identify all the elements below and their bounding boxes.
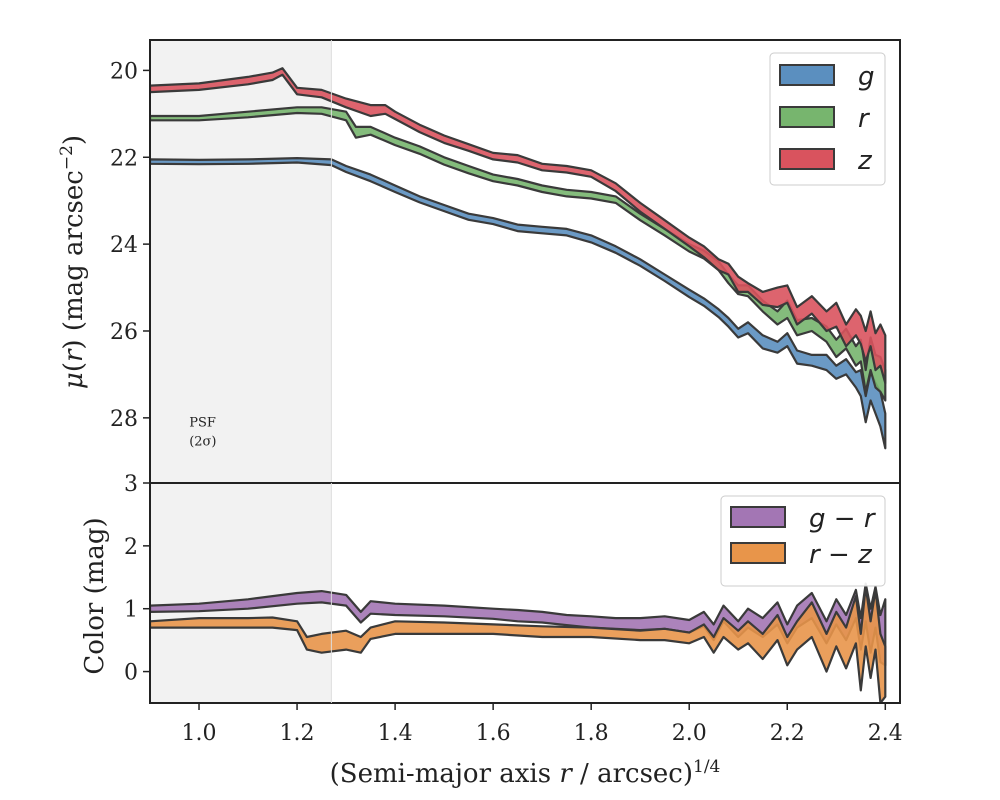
band-z [150, 67, 887, 385]
band-rz [150, 585, 887, 703]
x-tick-label: 2.4 [868, 721, 903, 746]
x-tick-label: 1.4 [378, 721, 413, 746]
legend-swatch [779, 106, 835, 128]
bottom-axes-frame [149, 482, 901, 704]
top-legend: grz [769, 52, 886, 186]
y-tick-label: 3 [124, 472, 138, 497]
legend-swatch [730, 542, 786, 564]
legend-label: r [858, 104, 871, 134]
legend-label: g − r [809, 504, 877, 534]
y-tick-label: 1 [124, 598, 138, 623]
y-tick-label: 24 [110, 233, 138, 258]
y-tick-label: 22 [110, 146, 138, 171]
x-tick-label: 1.8 [574, 721, 609, 746]
psf-sublabel: (2σ) [189, 435, 216, 450]
legend-swatch [730, 506, 786, 528]
y-tick-label: 2 [124, 535, 138, 560]
legend-swatch [779, 148, 835, 170]
legend-label: z [857, 146, 873, 176]
x-tick-label: 1.6 [476, 721, 511, 746]
y-tick-label: 28 [110, 407, 138, 432]
x-tick-label: 1.2 [280, 721, 315, 746]
legend-label: r − z [809, 540, 873, 570]
top-y-axis-title: μ(r) (mag arcsec−2) [57, 135, 89, 389]
y-tick-label: 26 [110, 320, 138, 345]
y-tick-label: 20 [110, 59, 138, 84]
legend-swatch [779, 64, 835, 86]
psf-label: PSF [189, 416, 216, 431]
x-tick-label: 2.0 [672, 721, 707, 746]
bottom-legend: g − r r − z [720, 495, 886, 587]
y-tick-label: 0 [124, 661, 138, 686]
band-r [150, 106, 887, 402]
x-axis-title: (Semi-major axis r / arcsec)1/4 [330, 757, 721, 789]
bottom-panel: 0 1 2 3 1.0 1.2 1.4 1.6 1.8 2.0 2.2 2.4 Color (mag… [80, 472, 903, 789]
band-g [150, 157, 887, 450]
x-tick-label: 2.2 [770, 721, 805, 746]
legend-label: g [858, 62, 875, 92]
x-tick-label: 1.0 [182, 721, 217, 746]
bottom-y-axis-title: Color (mag) [80, 517, 110, 674]
